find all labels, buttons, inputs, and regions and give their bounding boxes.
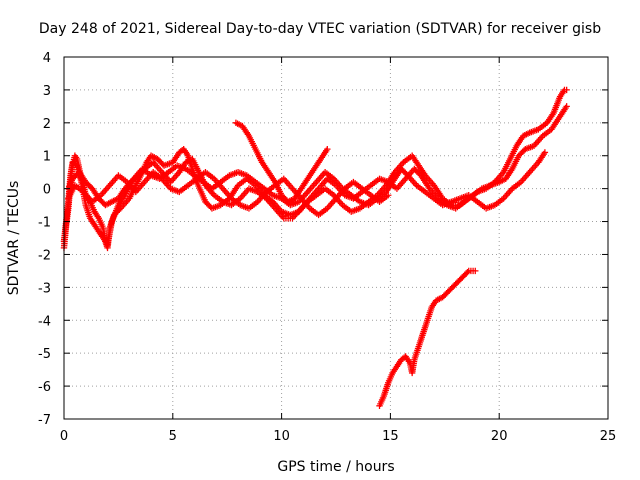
y-tick-label: -4 — [38, 314, 51, 329]
series-track-5 — [65, 168, 392, 219]
x-axis-title: GPS time / hours — [277, 459, 394, 475]
grid — [64, 57, 608, 419]
data-point — [324, 145, 331, 153]
data-point — [563, 86, 570, 94]
y-tick-label: 1 — [43, 150, 51, 165]
data-point — [385, 192, 392, 199]
data-point — [472, 267, 479, 275]
chart-title: Day 248 of 2021, Sidereal Day-to-day VTE… — [39, 21, 601, 37]
y-tick-label: -3 — [38, 281, 51, 296]
y-tick-label: 4 — [43, 51, 51, 66]
y-tick-label: -6 — [38, 380, 51, 395]
y-tick-label: -5 — [38, 347, 51, 362]
data-point — [563, 103, 570, 110]
x-tick-label: 5 — [169, 429, 177, 444]
x-tick-label: 25 — [600, 429, 617, 444]
y-tick-label: 3 — [43, 84, 51, 99]
series-track-4 — [232, 119, 331, 205]
series-track-3 — [65, 149, 549, 212]
y-tick-label: 0 — [43, 183, 51, 198]
y-axis-ticks: -7 -6 -5 -4 -3 -2 -1 0 1 2 3 4 — [38, 51, 608, 428]
data-point — [541, 149, 549, 156]
y-axis-title: SDTVAR / TECUs — [6, 181, 22, 296]
y-tick-label: 2 — [43, 117, 51, 132]
data-points — [60, 86, 570, 410]
x-tick-label: 20 — [491, 429, 508, 444]
y-tick-label: -7 — [38, 413, 51, 428]
x-axis-ticks: 0 5 10 15 20 25 — [60, 57, 616, 444]
x-tick-label: 10 — [273, 429, 290, 444]
y-tick-label: -1 — [38, 216, 51, 231]
plot-frame — [63, 56, 609, 420]
series-track-6 — [376, 267, 479, 410]
series-track-2 — [60, 103, 570, 248]
y-tick-label: -2 — [38, 248, 51, 263]
x-tick-label: 0 — [60, 429, 68, 444]
x-tick-label: 15 — [382, 429, 399, 444]
data-point — [464, 269, 471, 276]
